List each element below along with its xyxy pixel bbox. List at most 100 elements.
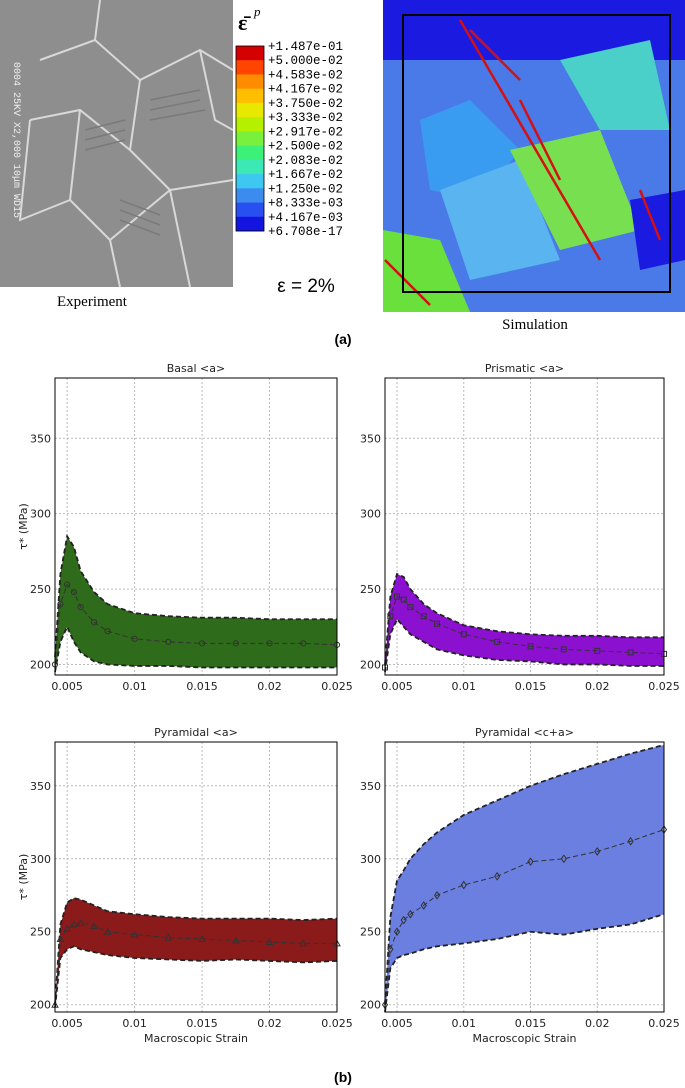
x-tick-label: 0.025: [321, 680, 353, 693]
marker: [494, 638, 501, 645]
x-tick-label: 0.02: [585, 680, 610, 693]
marker: [64, 581, 71, 588]
marker: [527, 857, 534, 867]
marker: [627, 649, 634, 656]
marker: [460, 631, 467, 638]
marker: [56, 934, 65, 943]
marker: [460, 880, 467, 890]
band-edge: [54, 945, 338, 1008]
band-area: [55, 536, 337, 672]
x-axis-label: Macroscopic Strain: [144, 1032, 248, 1045]
marker: [420, 613, 427, 620]
marker: [165, 638, 172, 645]
colorbar-band: [236, 88, 264, 104]
panel-label: (b): [334, 1069, 352, 1085]
marker: [231, 936, 240, 944]
band-edge: [54, 624, 337, 673]
colorbar-band: [236, 74, 264, 89]
marker: [76, 918, 85, 926]
band-area: [385, 744, 664, 1012]
chart-title: Pyramidal <c+a>: [475, 726, 574, 739]
colorbar-band: [236, 145, 264, 161]
axes-frame: [384, 377, 665, 676]
sim-region: [630, 190, 685, 270]
colorbar-label: +1.667e-02: [268, 168, 343, 182]
marker: [393, 927, 401, 937]
marker: [434, 620, 441, 627]
marker: [164, 933, 173, 941]
caption: Simulation: [502, 317, 568, 333]
band-edge: [384, 744, 665, 1005]
x-tick-label: 0.02: [257, 680, 282, 693]
chart-title: Prismatic <a>: [485, 362, 564, 375]
colorbar-label: +2.500e-02: [268, 140, 343, 154]
micrograph: [0, 0, 233, 287]
colorbar-label: +4.583e-02: [268, 68, 343, 82]
colorbar-label: +4.167e-03: [268, 211, 343, 225]
axes-frame: [54, 377, 338, 676]
y-axis-label: τ* (MPa): [17, 854, 30, 901]
micrograph-text: 0004 25KV X2,000 10μm WD15: [10, 62, 21, 218]
colorbar-label: +4.167e-02: [268, 83, 343, 97]
y-tick-label: 250: [360, 926, 381, 939]
colorbar-band: [236, 188, 264, 203]
marker: [560, 646, 567, 653]
x-tick-label: 0.01: [452, 1017, 477, 1030]
marker: [400, 915, 407, 925]
sim-bands: [384, 19, 662, 306]
marker: [494, 871, 501, 881]
x-tick-label: 0.015: [515, 1017, 547, 1030]
x-tick-label: 0.005: [51, 1017, 83, 1030]
colorbar-label: +6.708e-17: [268, 225, 343, 239]
marker: [57, 601, 64, 608]
y-tick-label: 300: [360, 508, 381, 521]
y-tick-label: 200: [30, 999, 51, 1012]
marker: [387, 944, 394, 954]
x-tick-label: 0.01: [452, 680, 477, 693]
y-axis-label: τ* (MPa): [17, 503, 30, 550]
band-edge: [384, 617, 664, 673]
x-tick-label: 0.005: [381, 1017, 413, 1030]
marker: [131, 635, 138, 642]
marker: [70, 588, 77, 596]
x-tick-label: 0.015: [186, 680, 218, 693]
marker: [387, 613, 394, 620]
y-tick-label: 300: [360, 853, 381, 866]
x-tick-label: 0.02: [257, 1017, 282, 1030]
plot-area: [55, 742, 337, 1012]
colorbar-band: [236, 117, 264, 132]
marker: [103, 927, 112, 935]
marker: [232, 640, 239, 647]
colorbar-label: +2.083e-02: [268, 154, 343, 168]
colorbar-band: [236, 202, 264, 218]
colorbar-band: [236, 46, 264, 61]
y-tick-label: 300: [30, 853, 51, 866]
frame: [402, 14, 671, 293]
band-edge: [54, 897, 338, 1005]
colorbar-band: [236, 216, 264, 232]
grain-boundaries: [18, 0, 234, 288]
marker: [91, 619, 98, 626]
x-tick-label: 0.025: [648, 680, 680, 693]
band-area: [55, 898, 337, 1008]
colorbar-label: +5.000e-02: [268, 54, 343, 68]
y-tick-label: 200: [30, 658, 51, 671]
y-tick-label: 350: [30, 432, 51, 445]
x-tick-label: 0.01: [122, 1017, 147, 1030]
y-tick-label: 350: [360, 780, 381, 793]
strain-label: ε = 2%: [277, 276, 335, 297]
colorbar-band: [236, 174, 264, 189]
colorbar-label: +3.333e-02: [268, 111, 343, 125]
marker: [266, 640, 273, 647]
marker: [77, 604, 84, 611]
colorbar-band: [236, 131, 264, 146]
colorbar-symbol: ε̄: [238, 10, 251, 35]
marker: [198, 934, 206, 943]
marker: [400, 596, 407, 603]
colorbar-label: +1.487e-01: [268, 40, 343, 54]
colorbar-label: +1.250e-02: [268, 182, 343, 196]
panel-label: (a): [334, 331, 351, 347]
y-tick-label: 200: [360, 658, 381, 671]
mean-line: [54, 583, 338, 665]
x-tick-label: 0.005: [381, 680, 413, 693]
